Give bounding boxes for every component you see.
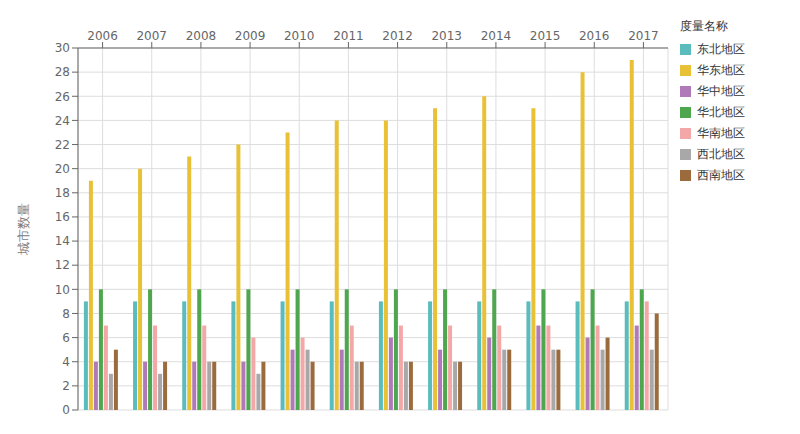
- html-text:华北地区: 华北地区: [697, 105, 745, 119]
- svg-text:2010: 2010: [284, 29, 315, 43]
- svg-text:2011: 2011: [333, 29, 364, 43]
- svg-text:2017: 2017: [628, 29, 659, 43]
- svg-text:14: 14: [55, 234, 70, 248]
- html-text:华中地区: 华中地区: [697, 84, 745, 98]
- html-text:度量名称: 度量名称: [680, 19, 728, 33]
- svg-text:26: 26: [55, 90, 70, 104]
- svg-text:30: 30: [55, 41, 70, 55]
- svg-text:2008: 2008: [186, 29, 217, 43]
- html-text:华南地区: 华南地区: [697, 126, 745, 140]
- svg-text:12: 12: [55, 258, 70, 272]
- svg-text:4: 4: [62, 355, 70, 369]
- svg-text:2013: 2013: [431, 29, 462, 43]
- svg-text:2007: 2007: [136, 29, 167, 43]
- svg-text:24: 24: [55, 114, 70, 128]
- svg-text:0: 0: [62, 403, 70, 417]
- svg-text:20: 20: [55, 162, 70, 176]
- svg-text:28: 28: [55, 65, 70, 79]
- svg-text:18: 18: [55, 186, 70, 200]
- svg-text:2015: 2015: [530, 29, 561, 43]
- svg-text:2016: 2016: [579, 29, 610, 43]
- html-text:东北地区: 东北地区: [697, 42, 745, 56]
- html-text:西南地区: 西南地区: [697, 168, 745, 182]
- svg-text:城市数量: 城市数量: [16, 203, 31, 256]
- html-text:华东地区: 华东地区: [697, 63, 745, 77]
- svg-text:22: 22: [55, 138, 70, 152]
- svg-text:6: 6: [62, 331, 70, 345]
- svg-text:2009: 2009: [235, 29, 266, 43]
- svg-text:2014: 2014: [481, 29, 512, 43]
- svg-text:10: 10: [55, 283, 70, 297]
- svg-text:2012: 2012: [382, 29, 413, 43]
- svg-text:8: 8: [62, 307, 70, 321]
- svg-text:16: 16: [55, 210, 70, 224]
- svg-text:2: 2: [62, 379, 70, 393]
- svg-text:2006: 2006: [87, 29, 118, 43]
- html-text:西北地区: 西北地区: [697, 147, 745, 161]
